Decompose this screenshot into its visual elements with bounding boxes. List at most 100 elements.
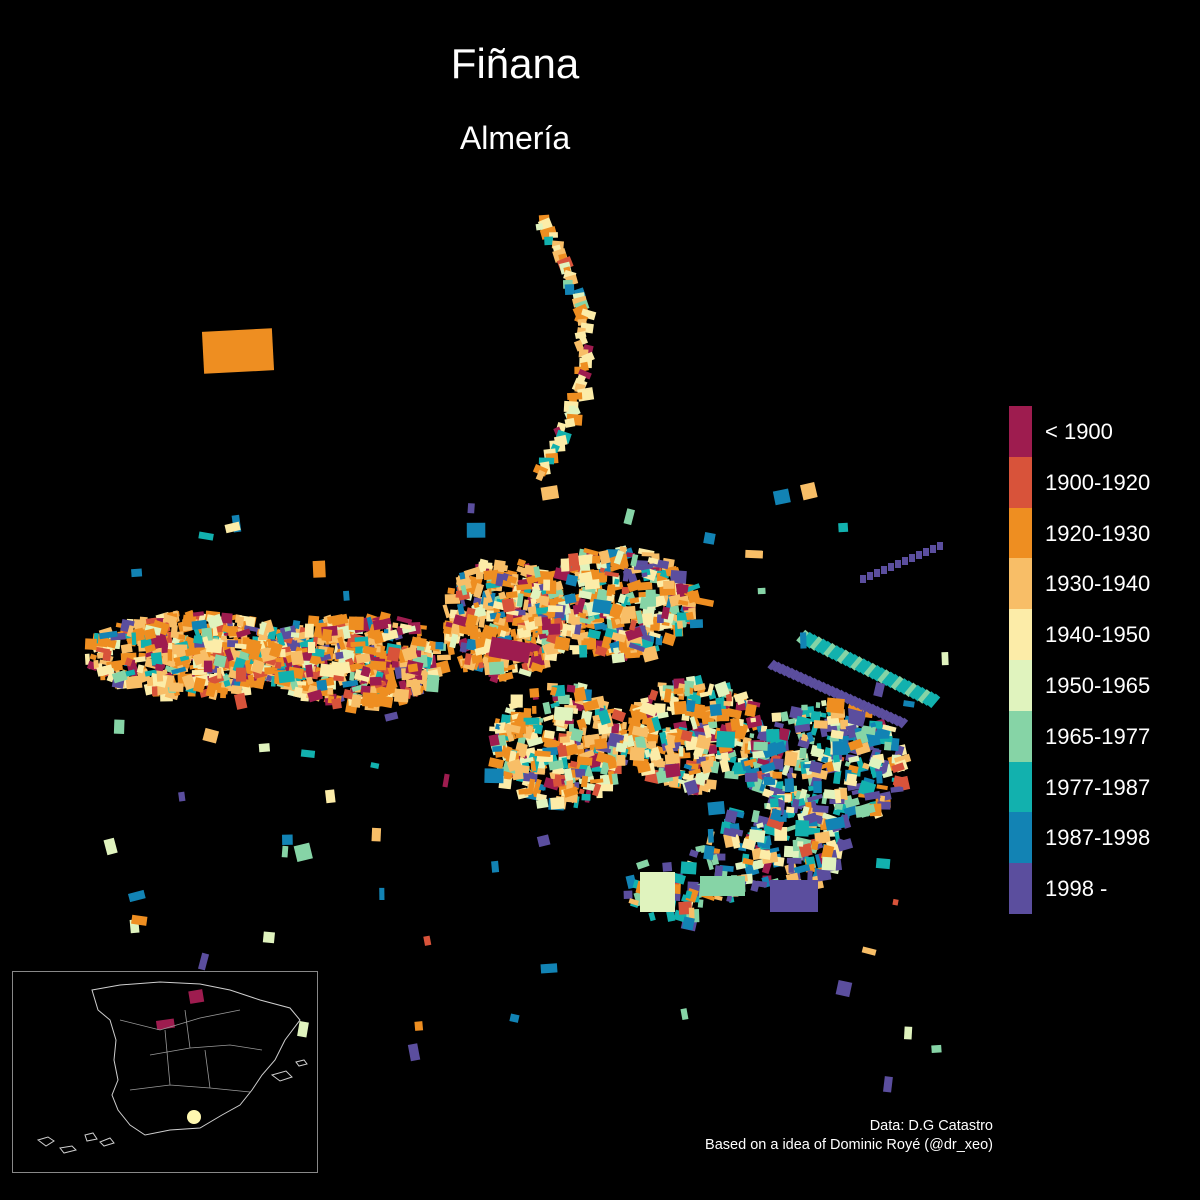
building [869,722,877,728]
legend-label: 1920-1930 [1045,520,1151,546]
building [730,717,741,731]
building [126,625,135,638]
building [497,671,514,682]
legend-label: 1930-1940 [1045,571,1151,597]
building [825,761,835,773]
building [150,652,163,666]
building [235,628,251,639]
building [707,828,714,843]
building [516,593,524,607]
building [810,710,821,723]
building [744,703,757,718]
building [488,661,505,675]
building [541,616,552,631]
building [278,670,295,684]
building [621,595,629,608]
building [596,588,609,602]
building [673,687,684,695]
building [608,602,624,619]
building [473,582,485,599]
building [299,637,317,650]
building [188,989,205,1004]
legend-swatch [1009,507,1032,559]
legend-swatch [1009,609,1032,661]
building [300,749,316,758]
building [892,898,899,906]
building [535,223,544,231]
building [665,727,670,733]
building [131,632,137,646]
building [192,677,206,693]
building [202,636,211,649]
building [362,692,378,708]
building [505,729,515,743]
building [523,717,540,725]
building [833,769,842,785]
building [923,548,929,556]
building [576,756,593,766]
building [370,762,380,769]
building [572,686,587,702]
building [155,663,164,672]
building [753,741,768,751]
building [648,689,659,701]
building [706,857,714,871]
building [170,624,178,639]
building [644,749,651,758]
building [808,760,823,774]
building [640,697,649,704]
building [830,729,844,740]
building [884,711,895,723]
building [890,675,905,691]
building [563,786,579,798]
building [592,598,612,615]
building [396,615,413,625]
building [640,563,654,571]
building [639,701,659,717]
building [98,630,118,640]
building [577,553,595,566]
building [501,564,509,572]
building [813,720,828,729]
building [688,907,695,921]
building [503,723,521,734]
legend-label: 1965-1977 [1045,723,1151,749]
building [552,778,562,787]
building [902,557,908,565]
building [893,715,904,727]
building [601,636,612,650]
legend-swatch [1009,558,1032,610]
building [741,838,757,851]
building [913,686,927,702]
building [598,549,611,565]
building [941,651,949,666]
building [491,860,500,873]
building [206,613,224,629]
building [565,574,579,587]
building [751,847,762,861]
building [886,673,900,689]
building [84,653,91,665]
building [611,773,619,786]
building [280,649,286,658]
building [127,889,146,903]
building [527,616,535,623]
building [688,768,702,776]
building [621,587,630,595]
building [179,654,190,662]
building [661,606,670,620]
building [780,711,789,722]
building [536,834,551,848]
building [843,693,855,705]
building [685,611,694,621]
building [622,568,630,582]
building [814,831,831,845]
building [789,705,804,720]
building [719,758,731,773]
building [844,797,860,809]
building [656,761,666,768]
building [274,661,282,669]
building [789,669,801,681]
building [539,785,546,791]
building [426,674,440,693]
